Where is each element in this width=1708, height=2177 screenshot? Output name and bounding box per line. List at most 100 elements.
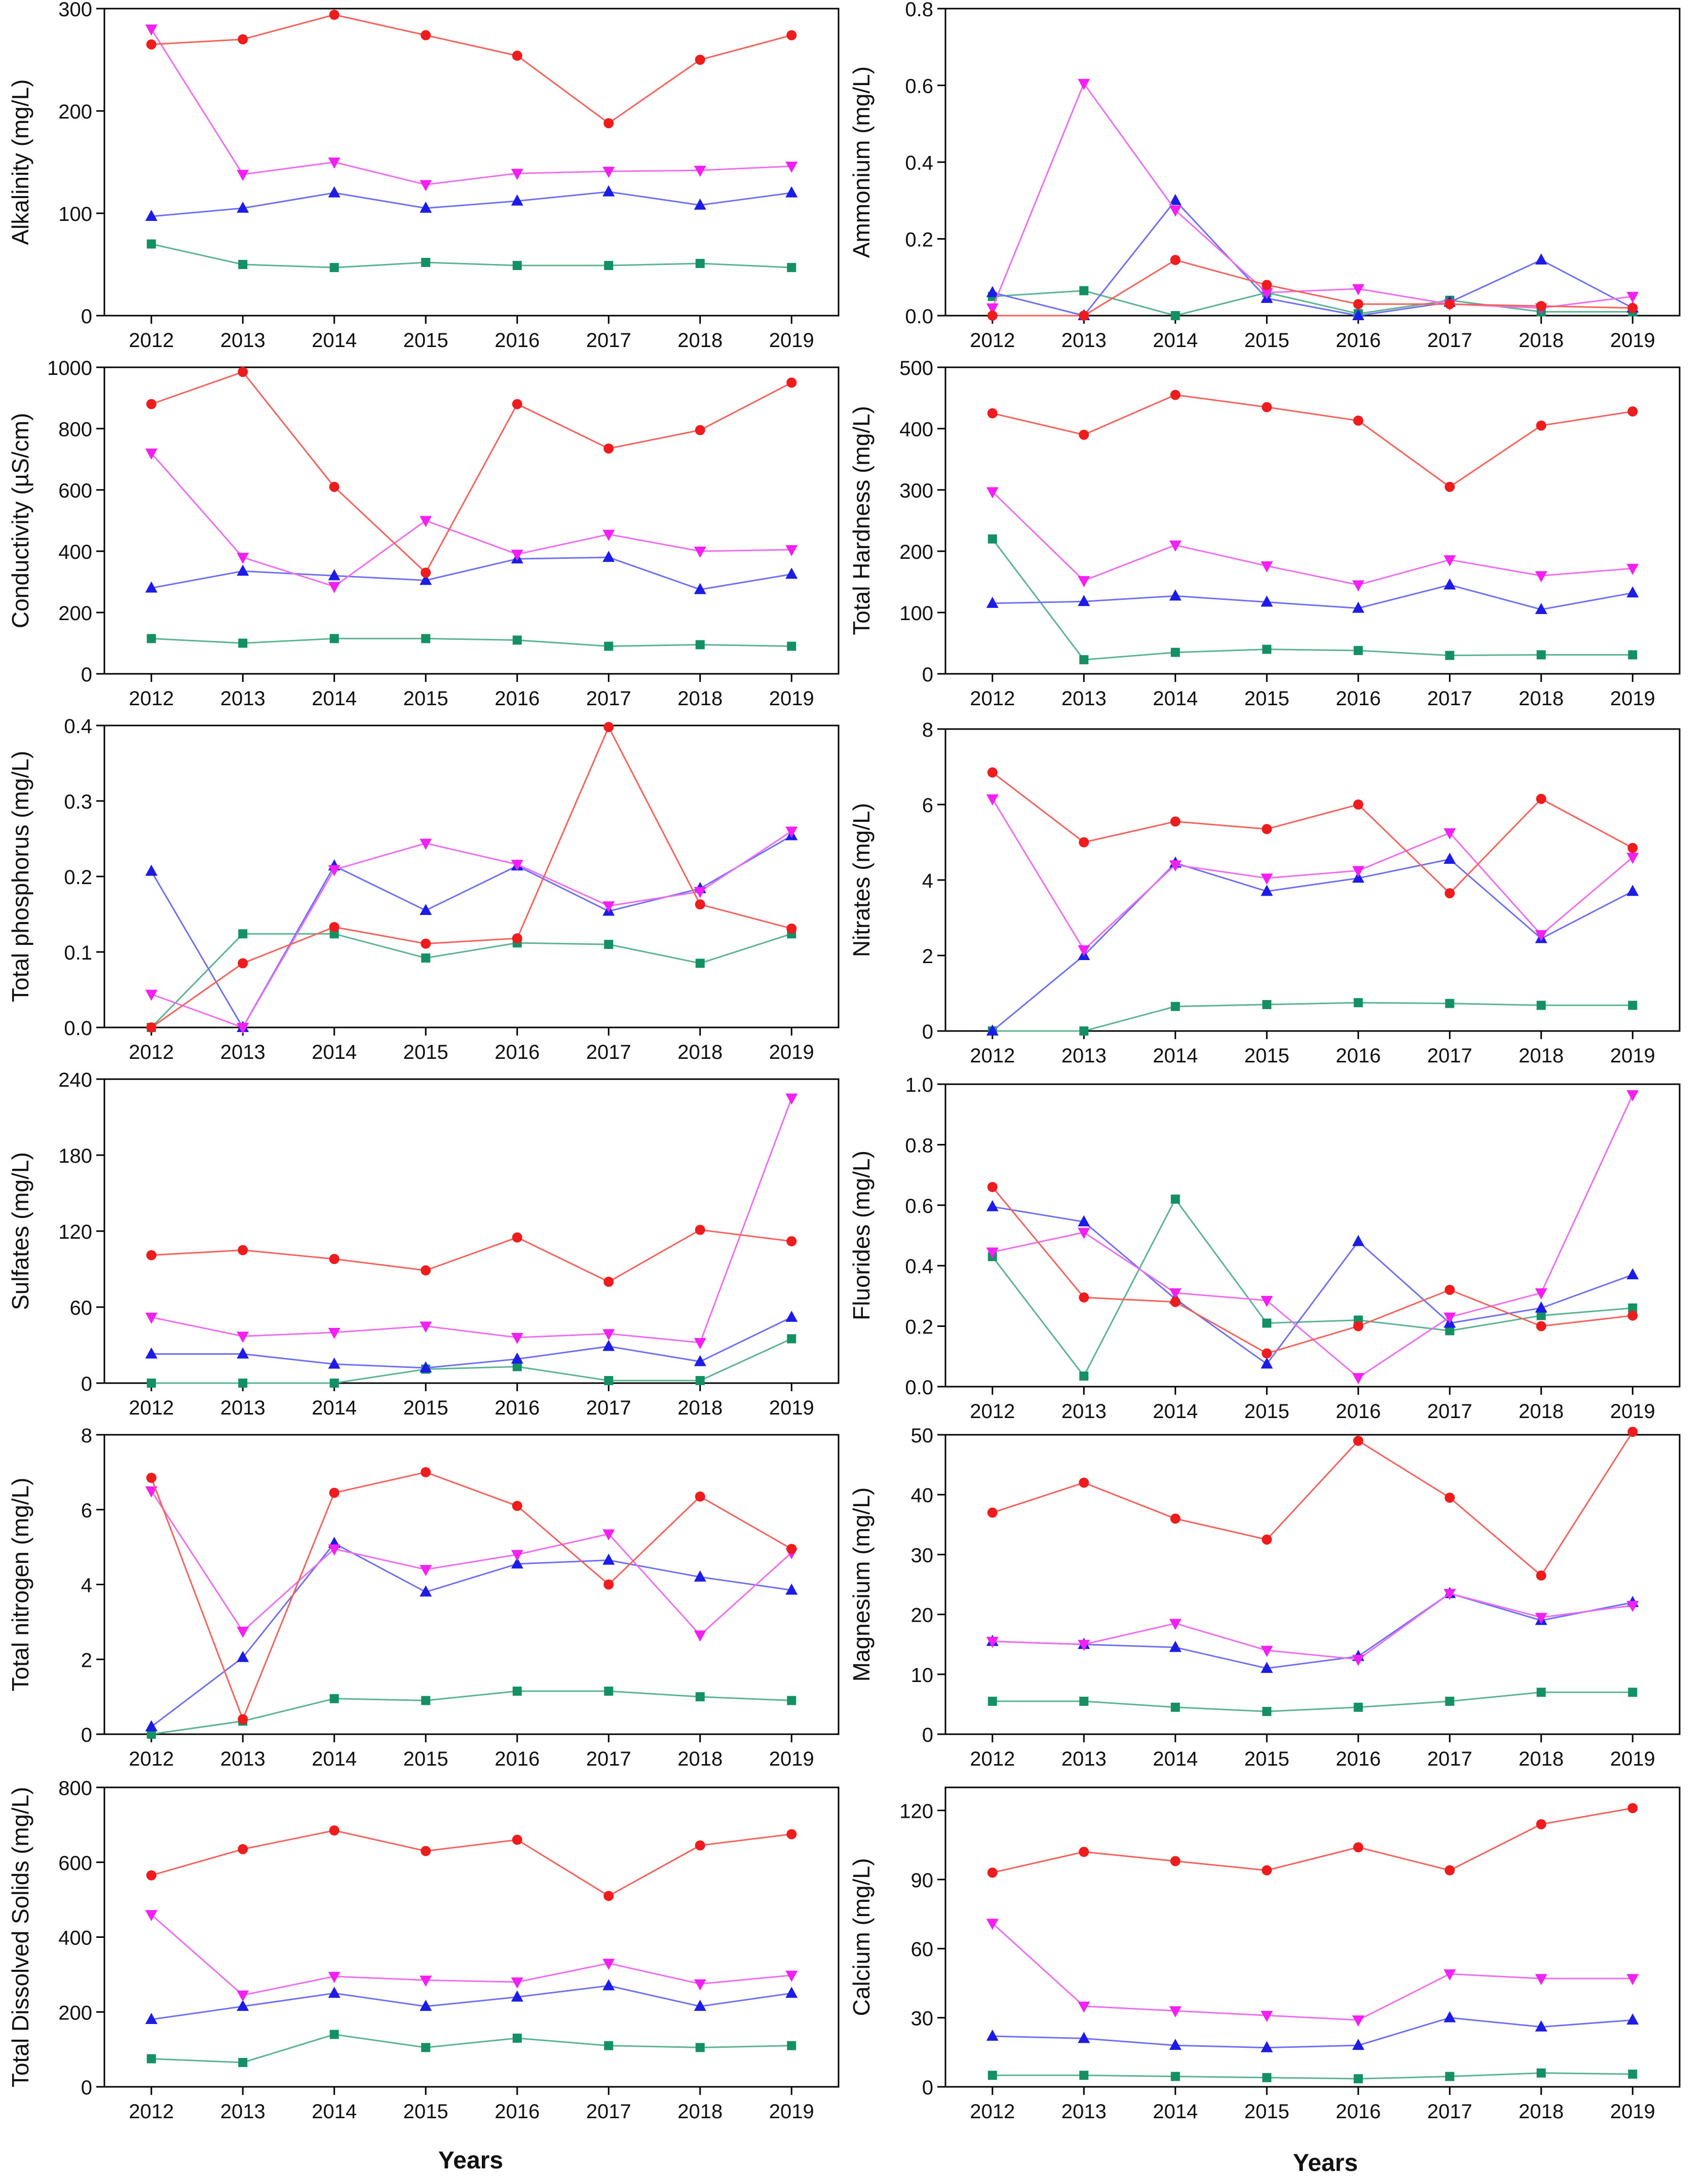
data-point-teal: [1170, 1194, 1180, 1204]
data-point-red: [238, 1245, 248, 1255]
data-point-blue: [694, 198, 706, 210]
data-point-blue: [602, 185, 615, 197]
data-point-magenta: [1626, 1600, 1639, 1612]
data-point-magenta: [1626, 292, 1639, 303]
data-point-blue: [420, 2000, 432, 2011]
data-point-red: [1353, 415, 1363, 426]
x-axis-title-right: Years: [1293, 2150, 1358, 2176]
y-tick-label: 8: [922, 719, 933, 741]
data-point-red: [238, 1844, 248, 1854]
data-point-teal: [1079, 286, 1089, 295]
y-tick-label: 0: [81, 2077, 92, 2099]
y-tick-label: 30: [911, 2008, 934, 2030]
data-point-teal: [238, 1379, 248, 1388]
x-tick-label: 2012: [129, 1397, 174, 1419]
y-axis-label: Magnesium (mg/L): [848, 1487, 875, 1682]
y-tick-label: 120: [899, 1800, 933, 1822]
data-point-teal: [146, 634, 156, 643]
series-line-red: [992, 394, 1633, 488]
data-point-blue: [1352, 309, 1364, 320]
series-line-magenta: [150, 28, 792, 185]
data-point-blue: [694, 583, 706, 594]
x-tick-label: 2015: [1244, 2100, 1289, 2123]
data-point-red: [1353, 1435, 1363, 1446]
data-point-red: [1445, 481, 1455, 492]
data-point-magenta: [1626, 853, 1639, 864]
data-point-magenta: [602, 1329, 615, 1341]
series-line-red: [151, 1829, 792, 1897]
x-tick-label: 2018: [677, 329, 723, 352]
data-point-teal: [329, 1694, 339, 1703]
data-point-blue: [986, 286, 999, 297]
y-tick-label: 50: [911, 1425, 934, 1447]
x-tick-label: 2013: [1061, 329, 1107, 352]
x-tick-label: 2017: [1427, 1045, 1472, 1067]
data-point-magenta: [237, 553, 249, 564]
y-tick-label: 0.4: [905, 1255, 933, 1278]
series-line-teal: [150, 933, 792, 1028]
data-point-magenta: [986, 303, 999, 315]
y-tick-label: 30: [911, 1544, 934, 1567]
data-point-blue: [602, 1553, 615, 1565]
data-point-blue: [1535, 602, 1547, 614]
data-point-red: [1262, 824, 1272, 834]
y-tick-label: 20: [911, 1605, 934, 1627]
data-point-teal: [1079, 655, 1089, 665]
data-point-red: [512, 399, 522, 409]
x-tick-label: 2016: [1336, 1400, 1381, 1423]
data-point-red: [146, 1472, 157, 1483]
data-point-red: [603, 1891, 614, 1901]
data-point-red: [146, 399, 157, 409]
series-line-magenta: [992, 82, 1633, 309]
x-tick-label: 2013: [1061, 1045, 1107, 1067]
data-point-blue: [237, 1347, 249, 1359]
x-tick-label: 2017: [1427, 2100, 1472, 2123]
x-tick-label: 2012: [970, 1400, 1015, 1423]
data-point-red: [1536, 1570, 1546, 1581]
data-point-teal: [1170, 1702, 1180, 1712]
x-tick-label: 2018: [1519, 1748, 1564, 1770]
data-point-magenta: [1169, 1619, 1182, 1630]
data-point-blue: [1169, 194, 1182, 205]
panel-ammonium: 0.0 0.2 0.4 0.6 0.8 2012 2013 2014 2015 2016 2017 2…: [848, 0, 1681, 352]
y-tick-label: 0.4: [64, 715, 92, 738]
data-point-teal: [1536, 1001, 1546, 1010]
data-point-magenta: [986, 1919, 999, 1930]
plot-frame: [103, 366, 840, 675]
data-point-red: [421, 1467, 431, 1477]
data-point-teal: [695, 258, 705, 268]
x-tick-label: 2014: [312, 1041, 357, 1063]
data-point-teal: [1536, 2068, 1546, 2078]
data-point-blue: [1444, 578, 1456, 590]
data-point-blue: [694, 1355, 706, 1366]
data-point-teal: [1536, 1688, 1546, 1697]
y-tick-label: 10: [911, 1664, 934, 1687]
x-tick-label: 2015: [1244, 1748, 1289, 1770]
data-point-magenta: [602, 529, 615, 541]
series-line-blue: [992, 2017, 1633, 2049]
data-point-red: [238, 34, 248, 45]
data-point-red: [329, 10, 339, 20]
data-point-teal: [1353, 998, 1363, 1008]
data-point-teal: [421, 634, 431, 643]
data-point-magenta: [602, 167, 615, 178]
data-point-red: [1079, 311, 1089, 321]
data-point-red: [1536, 1819, 1546, 1829]
y-tick-label: 400: [899, 418, 933, 441]
data-point-red: [1627, 302, 1638, 313]
plot-frame: [944, 1434, 1681, 1735]
series-line-blue: [992, 1206, 1633, 1365]
series-line-blue: [151, 191, 792, 217]
data-point-blue: [1626, 1268, 1639, 1280]
panel-total-nitrogen: 0 2 4 6 8 2012 2013 2014 2015 2016 2017 2018 2019 Tot…: [7, 1425, 840, 1770]
data-point-teal: [1536, 650, 1546, 660]
data-point-red: [1536, 301, 1546, 312]
data-point-red: [1627, 406, 1638, 417]
x-tick-label: 2014: [312, 329, 357, 352]
series-line-magenta: [992, 1923, 1633, 2021]
series-red: [987, 767, 1638, 899]
data-point-magenta: [237, 1626, 249, 1638]
data-point-teal: [787, 263, 796, 273]
data-point-blue: [602, 551, 615, 562]
data-point-red: [603, 1579, 614, 1590]
